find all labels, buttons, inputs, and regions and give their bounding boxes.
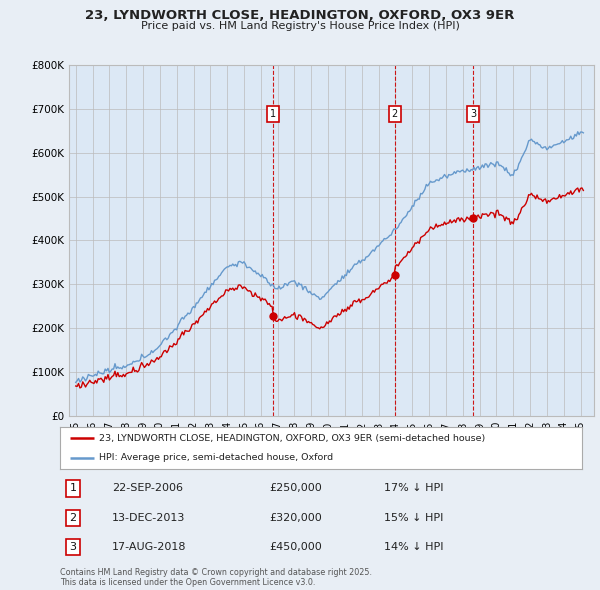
Text: 17-AUG-2018: 17-AUG-2018 xyxy=(112,542,187,552)
Text: 15% ↓ HPI: 15% ↓ HPI xyxy=(383,513,443,523)
Text: Price paid vs. HM Land Registry's House Price Index (HPI): Price paid vs. HM Land Registry's House … xyxy=(140,21,460,31)
Text: 2: 2 xyxy=(391,109,398,119)
Text: £250,000: £250,000 xyxy=(269,483,322,493)
Text: 23, LYNDWORTH CLOSE, HEADINGTON, OXFORD, OX3 9ER (semi-detached house): 23, LYNDWORTH CLOSE, HEADINGTON, OXFORD,… xyxy=(99,434,485,442)
Text: 17% ↓ HPI: 17% ↓ HPI xyxy=(383,483,443,493)
Text: 23, LYNDWORTH CLOSE, HEADINGTON, OXFORD, OX3 9ER: 23, LYNDWORTH CLOSE, HEADINGTON, OXFORD,… xyxy=(85,9,515,22)
Text: 13-DEC-2013: 13-DEC-2013 xyxy=(112,513,185,523)
Text: 1: 1 xyxy=(270,109,276,119)
Text: £320,000: £320,000 xyxy=(269,513,322,523)
Text: 14% ↓ HPI: 14% ↓ HPI xyxy=(383,542,443,552)
Text: 3: 3 xyxy=(70,542,77,552)
Text: HPI: Average price, semi-detached house, Oxford: HPI: Average price, semi-detached house,… xyxy=(99,453,333,462)
Text: Contains HM Land Registry data © Crown copyright and database right 2025.
This d: Contains HM Land Registry data © Crown c… xyxy=(60,568,372,587)
Text: 2: 2 xyxy=(70,513,77,523)
Text: 3: 3 xyxy=(470,109,476,119)
Text: 22-SEP-2006: 22-SEP-2006 xyxy=(112,483,183,493)
Text: 1: 1 xyxy=(70,483,77,493)
Text: £450,000: £450,000 xyxy=(269,542,322,552)
